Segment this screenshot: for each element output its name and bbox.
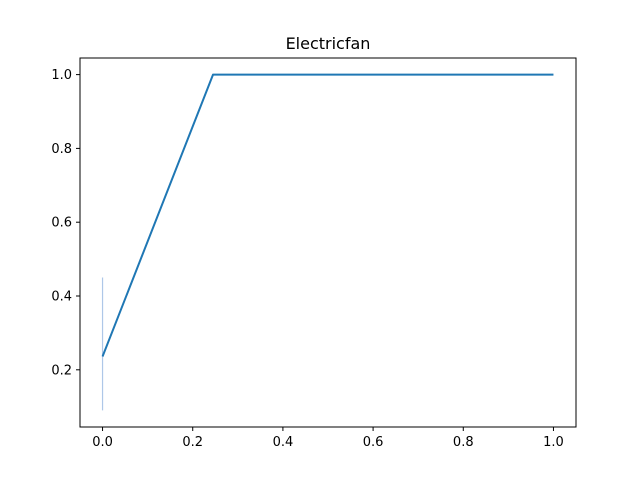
plot-frame: [79, 57, 577, 428]
x-tick-label: 0.6: [363, 435, 384, 450]
y-tick-label: 0.8: [51, 142, 72, 157]
plot-area: [101, 73, 554, 411]
y-tick-label: 0.2: [51, 363, 72, 378]
y-tick-label: 1.0: [51, 68, 72, 83]
x-tick-label: 0.0: [92, 435, 113, 450]
axes: 0.0 0.2 0.4 0.6 0.8 1.0 0.2 0.4 0.6 0.8 1.0: [51, 68, 563, 450]
x-tick-label: 1.0: [543, 435, 564, 450]
x-tick-label: 0.8: [453, 435, 474, 450]
series-line-0: [101, 73, 554, 357]
y-tick-label: 0.6: [51, 216, 72, 231]
y-tick-label: 0.4: [51, 290, 72, 305]
x-tick-label: 0.2: [182, 435, 203, 450]
x-tick-label: 0.4: [273, 435, 294, 450]
chart-title: Electricfan: [286, 34, 371, 53]
